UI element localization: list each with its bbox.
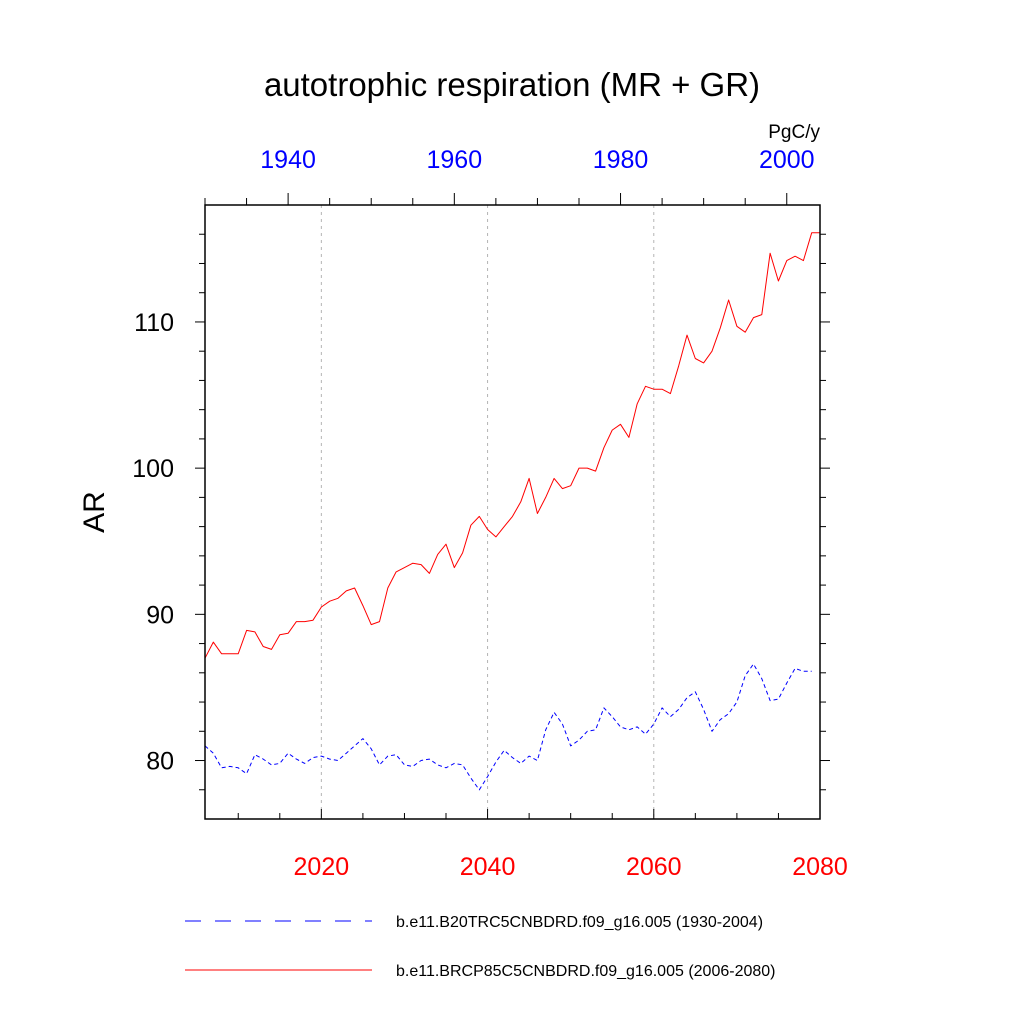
axes: 2020 2040 2060 2080 1940 1960 1980 2000 80 90 100 1… <box>132 146 848 881</box>
y-axis-label: AR <box>78 491 111 533</box>
series-line-1 <box>204 232 820 659</box>
grid-lines <box>320 205 655 819</box>
top-tick-label-1980: 1980 <box>593 146 649 174</box>
bottom-tick-label-2080: 2080 <box>792 853 848 881</box>
y-tick-label-80: 80 <box>146 748 174 776</box>
top-tick-label-1940: 1940 <box>260 146 316 174</box>
legend-entry-historical: b.e11.B20TRC5CNBDRD.f09_g16.005 (1930-20… <box>185 914 763 931</box>
top-tick-label-1960: 1960 <box>427 146 483 174</box>
y-tick-label-90: 90 <box>146 601 174 629</box>
bottom-tick-label-2040: 2040 <box>460 853 516 881</box>
legend-entry-rcp85: b.e11.BRCP85C5CNBDRD.f09_g16.005 (2006-2… <box>185 963 775 980</box>
plot-frame <box>204 204 821 820</box>
legend: b.e11.B20TRC5CNBDRD.f09_g16.005 (1930-20… <box>185 914 775 980</box>
legend-label-rcp85: b.e11.BRCP85C5CNBDRD.f09_g16.005 (2006-2… <box>396 963 775 980</box>
series-line-0 <box>204 663 812 791</box>
bottom-tick-label-2060: 2060 <box>626 853 682 881</box>
units-label: PgC/y <box>768 122 820 143</box>
y-tick-label-100: 100 <box>132 455 174 483</box>
series-layer <box>204 232 820 791</box>
top-tick-label-2000: 2000 <box>759 146 815 174</box>
y-tick-label-110: 110 <box>134 309 174 337</box>
chart-title: autotrophic respiration (MR + GR) <box>264 66 760 103</box>
legend-label-historical: b.e11.B20TRC5CNBDRD.f09_g16.005 (1930-20… <box>396 914 763 931</box>
bottom-tick-label-2020: 2020 <box>294 853 350 881</box>
